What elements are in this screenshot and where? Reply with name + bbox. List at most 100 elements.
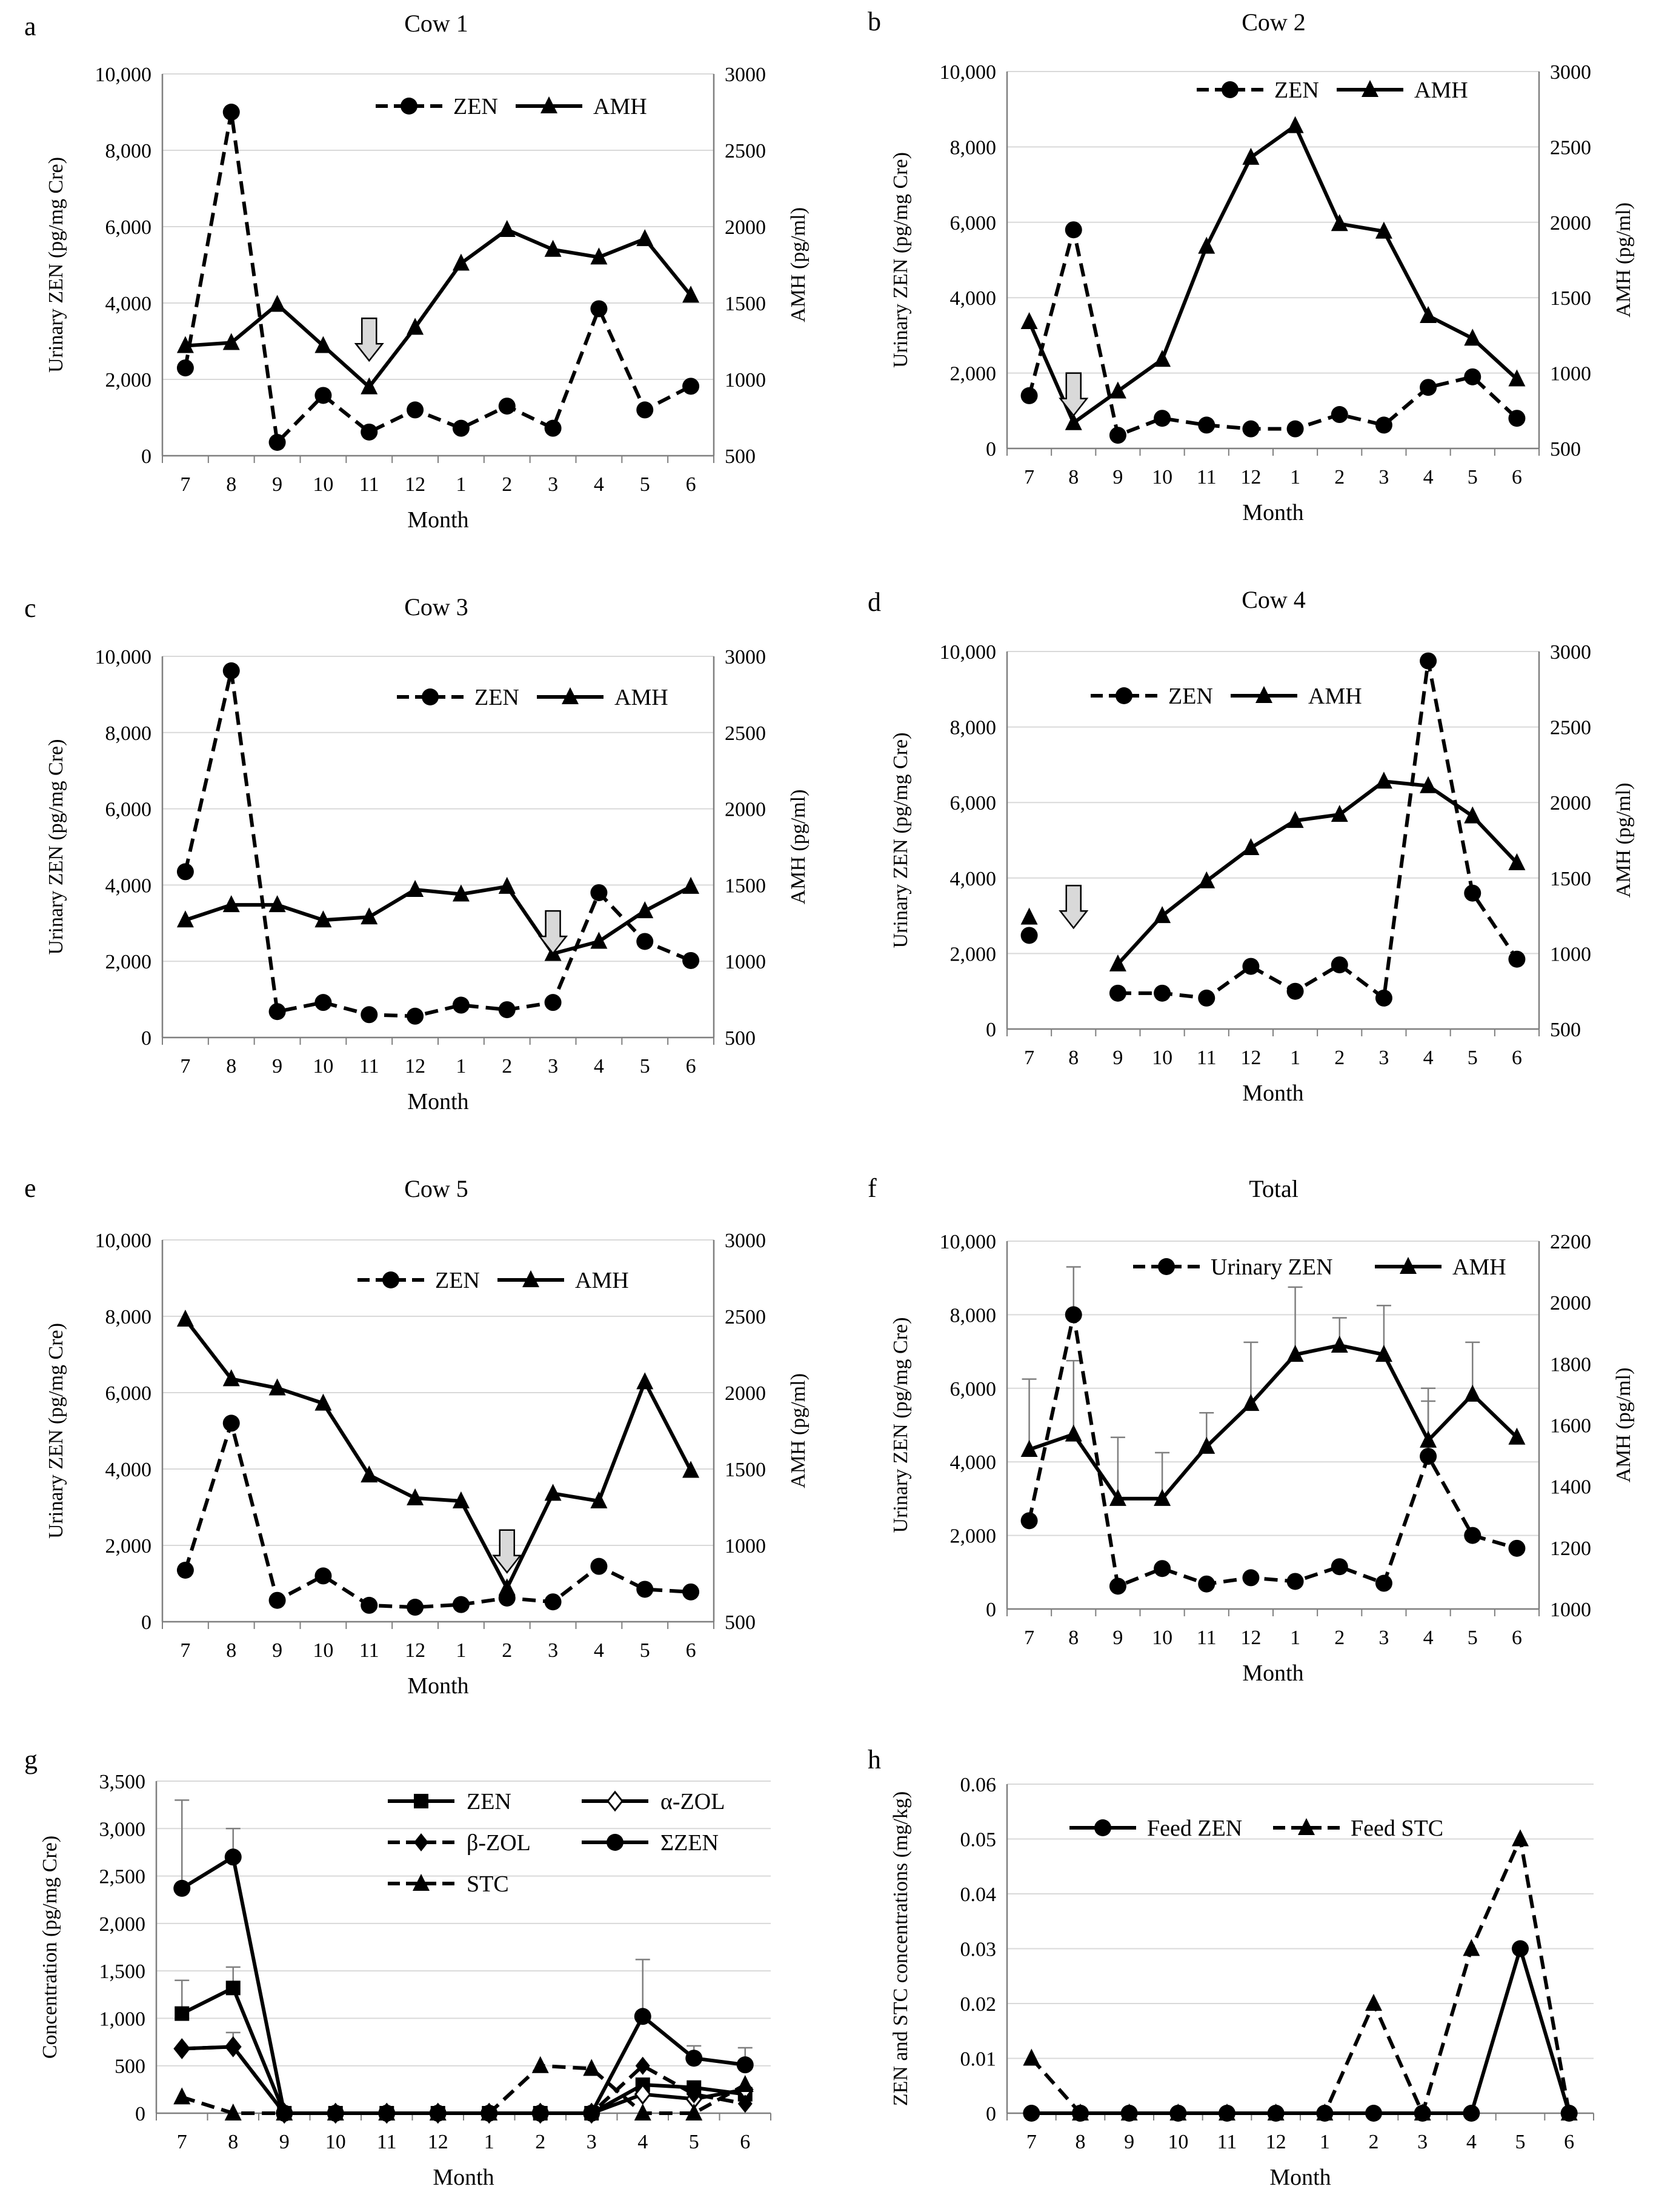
data-point-STC	[327, 2104, 344, 2120]
data-point-ZEN	[1420, 652, 1437, 670]
series-line-ΣZEN	[181, 1855, 746, 2115]
data-point-Feed ZEN	[1512, 1940, 1529, 1957]
data-point-AMH	[176, 1310, 194, 1327]
data-point-AMH	[1331, 805, 1348, 822]
legend-label: α-ZOL	[660, 1789, 725, 1814]
x-tick-label: 4	[594, 473, 604, 496]
series-line-ZEN	[1027, 228, 1518, 438]
data-point-ZEN	[222, 104, 240, 121]
data-point-STC	[276, 2104, 293, 2120]
data-point-ZEN	[1065, 221, 1082, 239]
series-line-AMH	[1028, 1343, 1518, 1501]
x-tick-label: 2	[502, 473, 512, 496]
x-tick-label: 11	[1217, 2131, 1237, 2153]
data-point-AMH	[1154, 906, 1171, 924]
data-point-ZEN	[1331, 406, 1348, 424]
y-axis-label: Urinary ZEN (pg/mg Cre)	[890, 152, 912, 368]
y-tick-label: 2,000	[950, 363, 997, 385]
y2-tick-label: 2200	[1550, 1231, 1591, 1253]
legend-marker	[401, 98, 417, 115]
data-point-ΣZEN	[736, 2056, 754, 2074]
y2-tick-label: 2000	[1550, 212, 1591, 235]
y2-tick-label: 500	[725, 1611, 756, 1634]
x-tick-label: 12	[1266, 2131, 1286, 2153]
data-point-ZEN	[268, 1003, 286, 1021]
data-point-ZEN	[225, 1980, 241, 1996]
y2-tick-label: 500	[725, 1027, 756, 1050]
data-point-AMH	[1464, 328, 1481, 346]
y-axis-label: ZEN and STC concentrations (mg/kg)	[890, 1791, 912, 2106]
data-point-AMH	[268, 895, 286, 913]
data-point-Feed STC	[1169, 2104, 1187, 2120]
series-line-ZEN	[183, 668, 692, 1018]
y-tick-label: 8,000	[105, 1306, 152, 1328]
y-tick-label: 2,000	[105, 951, 152, 973]
y2-tick-label: 3000	[1550, 61, 1591, 84]
x-tick-label: 11	[359, 1639, 379, 1662]
legend-marker	[382, 1271, 399, 1288]
y-tick-label: 8,000	[105, 140, 152, 162]
series-line-ZEN	[1117, 659, 1518, 1000]
y2-tick-label: 1600	[1550, 1415, 1591, 1437]
y2-tick-label: 2000	[1550, 792, 1591, 815]
y-tick-label: 4,000	[105, 293, 152, 315]
data-point-ZEN	[498, 398, 516, 415]
data-point-ZEN	[1286, 982, 1304, 1000]
data-point-AMH	[1420, 1430, 1437, 1448]
y-tick-label: 4,000	[105, 874, 152, 897]
data-point-ZEN	[1109, 984, 1126, 1002]
data-point-Feed STC	[1219, 2104, 1235, 2120]
data-point-Feed STC	[1023, 2048, 1040, 2066]
panel-h: h00.010.020.030.040.050.067 8 9 10 11 12 1 2 3 4 5…	[868, 1745, 1594, 2190]
legend-label: STC	[467, 1871, 509, 1897]
data-point-AMH	[452, 253, 470, 271]
legend-marker	[413, 1874, 430, 1891]
y2-axis-label: AMH (pg/ml)	[787, 1373, 810, 1488]
x-tick-label: 9	[279, 2131, 290, 2153]
data-point-Feed STC	[1120, 2104, 1138, 2120]
x-tick-label: 2	[1369, 2131, 1379, 2153]
data-point-AMH	[407, 879, 424, 897]
x-tick-label: 7	[177, 2131, 187, 2153]
y2-tick-label: 1000	[725, 951, 766, 973]
data-point-ZEN	[544, 1593, 562, 1611]
data-point-Feed STC	[1512, 1829, 1529, 1847]
data-point-ΣZEN	[583, 2105, 600, 2122]
data-point-ZEN	[1020, 387, 1038, 404]
x-tick-label: 8	[1068, 466, 1079, 488]
y-tick-label: 4,000	[950, 1451, 997, 1474]
x-tick-label: 3	[548, 1055, 558, 1078]
data-point-STC	[173, 2087, 191, 2105]
legend-label: ZEN	[435, 1268, 480, 1293]
data-point-AMH	[1065, 1424, 1082, 1442]
x-tick-label: 3	[1378, 466, 1389, 488]
x-tick-label: 7	[1024, 1047, 1034, 1069]
legend-marker	[1362, 80, 1378, 97]
panel-letter: e	[24, 1173, 36, 1203]
data-point-AMH	[1242, 1394, 1260, 1411]
x-tick-label: 11	[377, 2131, 397, 2153]
y-tick-label: 10,000	[940, 641, 997, 664]
series-line-AMH	[184, 1318, 693, 1590]
y2-tick-label: 1000	[725, 369, 766, 391]
legend-marker	[1298, 1818, 1315, 1835]
panel-b: b Cow 2 0 2,000 4,000 6,000 8,000 10,000 500 1000…	[868, 7, 1635, 525]
x-axis-label: Month	[407, 1673, 468, 1699]
y2-tick-label: 2500	[725, 140, 766, 162]
panel-letter: h	[868, 1745, 881, 1774]
x-axis-label: Month	[1269, 2165, 1331, 2190]
data-point-AMH	[544, 239, 562, 257]
data-point-AMH	[1375, 771, 1392, 789]
legend-marker	[540, 96, 557, 113]
data-point-AMH	[498, 1578, 516, 1596]
y-tick-label: 10,000	[940, 61, 997, 84]
data-point-STC	[378, 2104, 396, 2120]
panel-title: Cow 1	[404, 10, 468, 37]
legend-label: Urinary ZEN	[1211, 1254, 1333, 1280]
y-tick-label: 4,000	[105, 1459, 152, 1481]
data-point-ZEN	[176, 1561, 194, 1579]
x-tick-label: 3	[548, 473, 558, 496]
x-tick-label: 9	[1112, 1627, 1123, 1649]
y-tick-label: 0	[141, 445, 151, 468]
